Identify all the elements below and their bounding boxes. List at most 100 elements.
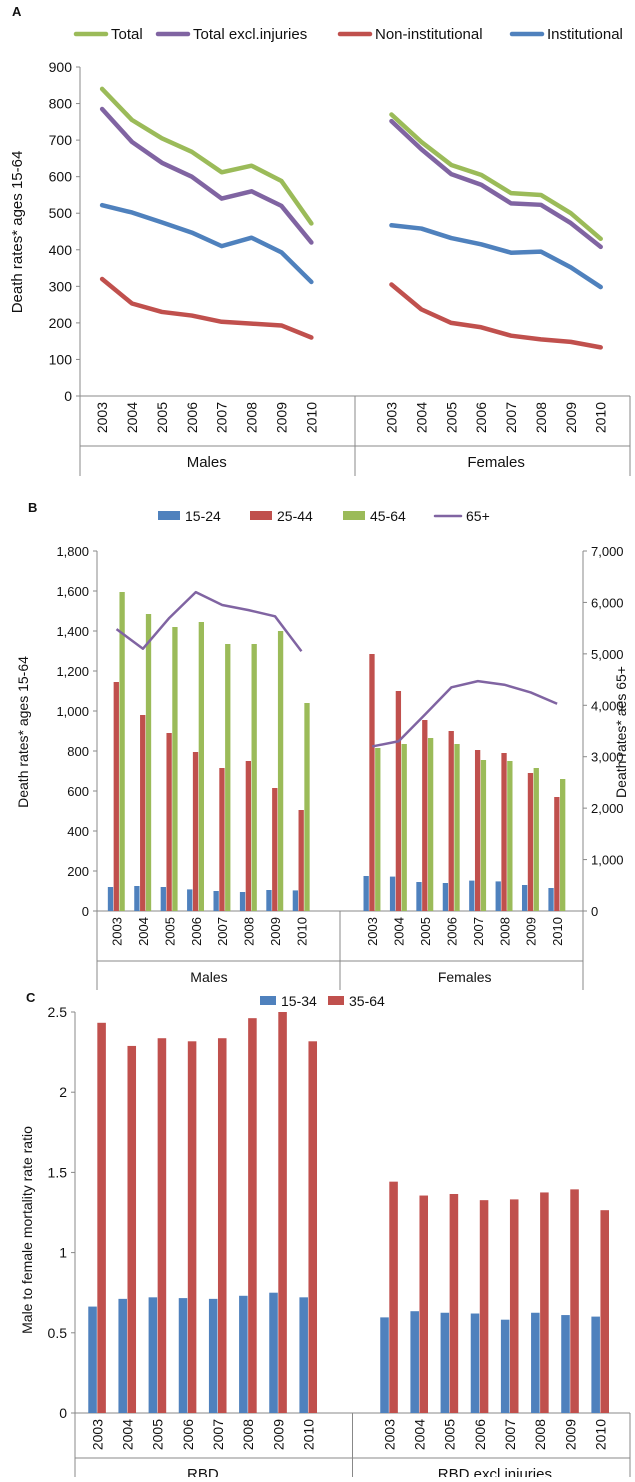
- x-tick-label: 2004: [413, 402, 429, 433]
- x-tick-label: 2008: [533, 402, 549, 433]
- group-label: Males: [187, 454, 227, 471]
- x-tick-label: 2009: [270, 1419, 286, 1450]
- x-tick-label: 2008: [497, 917, 512, 946]
- panel-a: A Total Total excl.injuries Non-institutio…: [0, 0, 635, 500]
- x-tick-label: 2010: [550, 917, 565, 946]
- y-tick-label: 1.5: [48, 1164, 68, 1180]
- bar: [509, 1199, 519, 1413]
- legend-swatch: [260, 996, 276, 1005]
- bar: [449, 1193, 459, 1413]
- panel-b: B 15-24 25-44 45-64 65+ Death rates* ages 1…: [0, 500, 635, 991]
- bar: [419, 1195, 429, 1413]
- series-line: [115, 590, 303, 653]
- x-tick-label: 2007: [210, 1419, 226, 1450]
- x-tick-label: 2005: [443, 402, 459, 433]
- bar: [225, 644, 231, 911]
- bar: [172, 627, 178, 911]
- bar: [501, 753, 507, 911]
- x-tick-label: 2006: [184, 402, 200, 433]
- y-tick-label: 1,000: [56, 704, 89, 719]
- x-tick-label: 2004: [136, 917, 151, 946]
- x-tick-label: 2007: [471, 917, 486, 946]
- series-line: [371, 679, 558, 748]
- bar: [239, 1295, 248, 1413]
- bar: [548, 888, 554, 911]
- bar: [157, 1038, 167, 1413]
- x-tick-label: 2008: [244, 402, 260, 433]
- bar: [500, 1319, 510, 1413]
- y-tick-label: 1,800: [56, 544, 89, 559]
- bar: [474, 750, 481, 911]
- y-tick-label: 0: [82, 904, 89, 919]
- x-tick-label: 2006: [472, 1419, 488, 1450]
- bar: [140, 715, 146, 911]
- y-tick-label: 0.5: [48, 1325, 68, 1341]
- x-tick-label: 2009: [562, 1419, 578, 1450]
- x-tick-label: 2006: [444, 917, 459, 946]
- y2-tick-label: 5,000: [591, 647, 624, 662]
- bar: [427, 738, 434, 911]
- bar: [533, 768, 539, 911]
- panel-c: C 15-34 35-64 Male to female mortality ra…: [0, 990, 635, 1482]
- x-tick-label: 2008: [242, 917, 257, 946]
- y-tick-label: 200: [49, 315, 73, 331]
- bar: [127, 1045, 137, 1413]
- bar: [299, 1297, 308, 1413]
- bar: [113, 682, 119, 911]
- bar: [363, 876, 369, 911]
- bar: [521, 885, 528, 911]
- bar: [277, 631, 284, 911]
- bar: [375, 748, 381, 911]
- legend-label: Total excl.injuries: [193, 26, 307, 43]
- legend-label: Institutional: [547, 26, 623, 43]
- y-tick-label: 200: [67, 864, 89, 879]
- bar: [479, 1200, 489, 1413]
- legend-swatch: [343, 511, 365, 520]
- y-tick-label: 2.5: [48, 1004, 68, 1020]
- x-tick-label: 2008: [240, 1419, 256, 1450]
- y-axis-label: Male to female mortality rate ratio: [19, 1126, 35, 1334]
- bar: [380, 1317, 389, 1413]
- bar: [454, 744, 460, 911]
- legend: 15-24 25-44 45-64 65+: [158, 508, 490, 524]
- bar: [245, 761, 252, 911]
- y-tick-label: 900: [49, 59, 73, 75]
- bar: [395, 691, 402, 911]
- bar: [304, 703, 310, 911]
- chart-a: A Total Total excl.injuries Non-institutio…: [9, 4, 631, 476]
- series-line: [99, 276, 314, 340]
- bar: [554, 797, 560, 911]
- bar: [134, 886, 140, 911]
- bar: [148, 1297, 158, 1413]
- bar: [298, 810, 304, 911]
- x-tick-label: 2005: [418, 917, 433, 946]
- bar: [561, 1315, 570, 1413]
- x-tick-label: 2009: [268, 917, 283, 946]
- y-axis-label: Death rates* ages 15-64: [15, 656, 31, 808]
- y-tick-label: 700: [49, 132, 73, 148]
- bar: [119, 592, 125, 911]
- bar: [560, 779, 566, 911]
- bar: [442, 883, 449, 911]
- y2-tick-label: 0: [591, 904, 598, 919]
- legend-label: 15-24: [185, 508, 221, 524]
- bar: [97, 1022, 106, 1413]
- y-tick-label: 600: [49, 169, 73, 185]
- y-tick-label: 400: [49, 242, 73, 258]
- x-tick-label: 2005: [162, 917, 177, 946]
- y2-tick-label: 2,000: [591, 801, 624, 816]
- panel-c-label: C: [26, 990, 36, 1005]
- bar: [272, 788, 278, 911]
- x-tick-label: 2004: [411, 1419, 427, 1450]
- bar: [187, 1041, 197, 1413]
- legend-swatch: [250, 511, 272, 520]
- y-tick-label: 1: [59, 1245, 67, 1261]
- bar: [410, 1311, 419, 1413]
- x-tick-label: 2009: [273, 402, 289, 433]
- y-tick-label: 400: [67, 824, 89, 839]
- y2-tick-label: 3,000: [591, 750, 624, 765]
- x-tick-label: 2003: [365, 917, 380, 946]
- group-label: Females: [467, 454, 525, 471]
- bar: [187, 889, 193, 911]
- x-tick-label: 2010: [294, 917, 309, 946]
